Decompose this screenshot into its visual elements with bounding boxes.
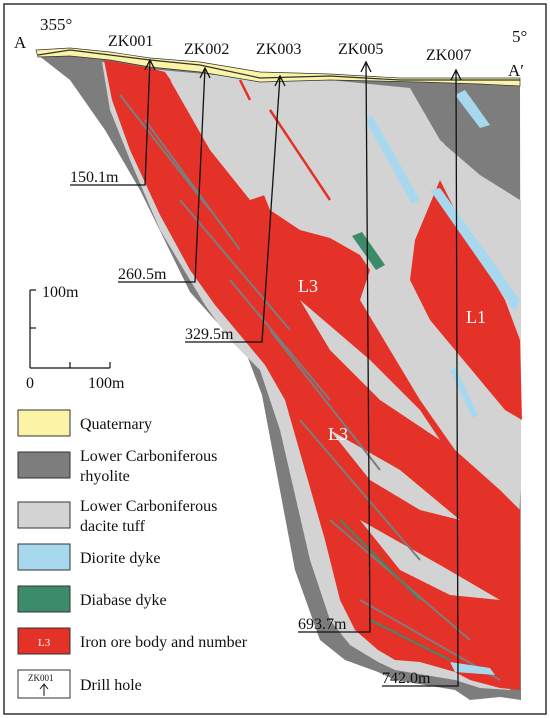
drill-label-zk005: ZK005 — [338, 41, 383, 58]
depth-label-zk001: 150.1m — [70, 169, 119, 186]
tuff-wedge-a — [170, 80, 280, 200]
drill-hole-zk003 — [185, 75, 281, 343]
legend-swatch-rhyolite — [17, 451, 71, 479]
ground-surface — [37, 49, 520, 81]
ore-body-l3-main — [104, 60, 520, 690]
legend-label-rhyolite-1: Lower Carboniferous — [80, 448, 217, 465]
depth-label-zk002: 260.5m — [118, 266, 167, 283]
legend-label-drill: Drill hole — [80, 677, 142, 694]
scale-vertical-label: 100m — [42, 284, 79, 301]
scale-bar — [29, 289, 111, 369]
legend-swatch-diabase — [17, 585, 71, 613]
drill-label-zk003: ZK003 — [256, 41, 301, 58]
legend-label-diabase: Diabase dyke — [80, 592, 167, 609]
ore-label-l3-upper: L3 — [298, 276, 318, 296]
section-end-left: A — [14, 33, 27, 52]
depth-label-zk007: 742.0m — [382, 670, 431, 687]
scale-h-end: 100m — [88, 375, 125, 392]
diabase-streaks — [339, 519, 451, 661]
legend-label-diorite: Diorite dyke — [80, 550, 160, 567]
drill-hole-zk001 — [70, 59, 151, 186]
section-end-right: A′ — [508, 61, 524, 80]
legend-drill-swatch-text: ZK001 — [28, 673, 54, 683]
drill-label-zk002: ZK002 — [184, 41, 229, 58]
ore-label-l3-lower: L3 — [328, 424, 348, 444]
scale-h-start: 0 — [26, 375, 34, 392]
ore-label-l1: L1 — [466, 307, 486, 327]
tuff-wedge-b — [300, 300, 440, 440]
legend-swatch-dacite — [17, 501, 71, 529]
legend-swatch-quaternary — [17, 409, 71, 437]
azimuth-right: 5° — [512, 27, 527, 46]
legend-label-rhyolite-2: rhyolite — [80, 468, 130, 485]
diorite-dykes — [365, 90, 520, 675]
legend-ore-swatch-text: L3 — [38, 637, 51, 649]
legend-label-dacite-2: dacite tuff — [80, 518, 146, 535]
legend-label-dacite-1: Lower Carboniferous — [80, 498, 217, 515]
tuff-wedge-d — [360, 520, 500, 600]
legend-swatch-ore — [17, 627, 71, 655]
drill-hole-zk007 — [382, 69, 459, 687]
legend-label-ore: Iron ore body and number — [80, 634, 248, 651]
depth-label-zk005: 693.7m — [298, 616, 347, 633]
azimuth-left: 355° — [40, 15, 72, 34]
legend-drill-arrow-icon — [39, 683, 49, 696]
ore-streaks — [238, 79, 332, 201]
depth-label-zk003: 329.5m — [185, 326, 234, 343]
legend-label-quaternary: Quaternary — [80, 416, 152, 433]
drill-holes — [70, 58, 462, 687]
drill-hole-zk002 — [118, 67, 206, 283]
rhyolite-right-band — [410, 84, 520, 200]
diabase-dyke — [352, 232, 385, 270]
drill-label-zk001: ZK001 — [108, 33, 153, 50]
tuff-wedge-c — [330, 430, 460, 520]
ore-body-l1 — [410, 180, 522, 420]
legend-swatch-diorite — [17, 543, 71, 571]
drill-label-zk007: ZK007 — [426, 47, 471, 64]
drill-hole-zk005 — [298, 61, 371, 633]
